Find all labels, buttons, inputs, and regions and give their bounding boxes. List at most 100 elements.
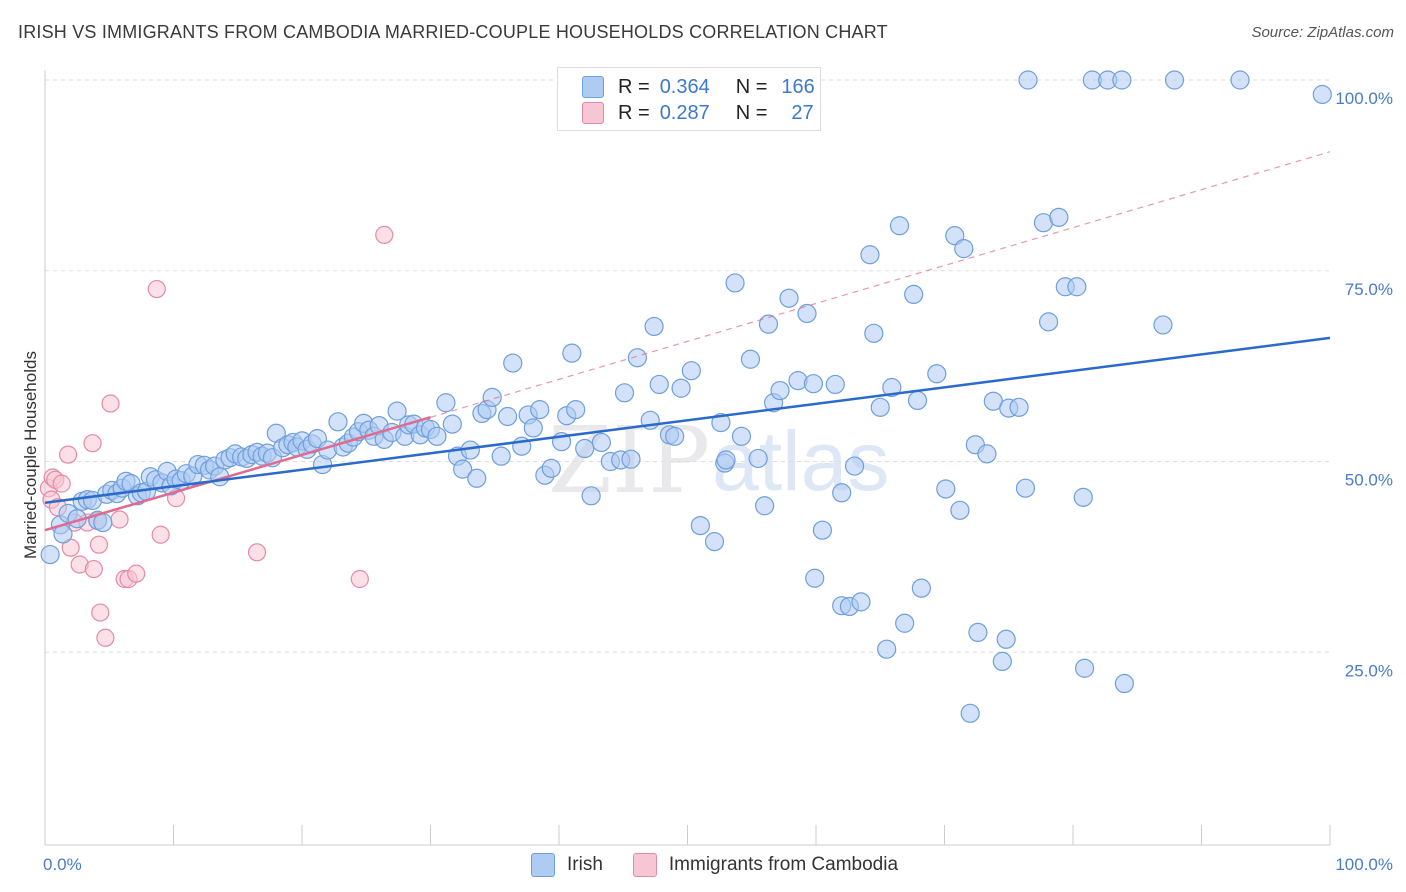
irish-point-111	[704, 532, 725, 552]
irish-point-122	[770, 380, 790, 401]
cambodia-point-18	[110, 510, 129, 529]
irish-point-141	[895, 613, 915, 633]
irish-point-137	[870, 397, 890, 417]
irish-point-102	[627, 348, 647, 368]
cambodia-point-15	[91, 603, 110, 622]
series-legend-label-cambodia: Immigrants from Cambodia	[668, 854, 899, 875]
cambodia-point-27	[375, 225, 394, 244]
irish-point-54	[328, 412, 348, 432]
cambodia-point-26	[350, 569, 369, 589]
series-legend: Irish Immigrants from Cambodia	[531, 853, 898, 877]
irish-point-160	[1018, 70, 1038, 90]
irish-point-100	[614, 383, 635, 403]
legend-row-irish: R = 0.364 N = 166	[582, 75, 815, 99]
irish-point-153	[977, 444, 997, 464]
irish-point-167	[1074, 658, 1095, 678]
irish-point-145	[927, 364, 947, 384]
legend-irish-r-label: R =	[618, 75, 650, 98]
irish-point-116	[731, 426, 752, 446]
irish-point-134	[851, 592, 871, 612]
irish-point-133	[844, 456, 865, 476]
irish-point-148	[950, 500, 970, 520]
y-tick-label-75: 75.0%	[1345, 280, 1393, 299]
irish-point-139	[882, 377, 902, 398]
irish-point-94	[566, 400, 586, 420]
correlation-legend: R = 0.364 N = 166 R = 0.287 N = 27	[557, 67, 821, 131]
trend-line-cambodia-extended	[430, 151, 1331, 418]
irish-point-125	[797, 303, 817, 324]
irish-point-140	[889, 216, 910, 236]
series-legend-swatch-cambodia	[632, 853, 657, 877]
irish-point-159	[1015, 478, 1036, 498]
series-legend-label-irish: Irish	[567, 854, 603, 875]
irish-point-143	[907, 390, 928, 411]
legend-irish-n-value: 166	[781, 75, 815, 98]
irish-point-174	[1230, 70, 1250, 90]
irish-point-105	[649, 374, 669, 395]
irish-point-65	[387, 401, 407, 421]
cambodia-point-22	[147, 279, 166, 299]
legend-cambodia-n-label: N =	[735, 101, 768, 124]
x-axis-ticks	[173, 825, 1331, 845]
irish-point-78	[467, 468, 487, 488]
trend-lines	[44, 151, 1331, 532]
legend-swatch-cambodia	[582, 102, 604, 124]
irish-point-76	[453, 459, 473, 479]
irish-point-152	[968, 622, 988, 643]
irish-point-0	[40, 544, 60, 565]
irish-point-107	[665, 426, 685, 446]
y-axis-title: Married-couple Households	[21, 351, 40, 559]
irish-point-130	[832, 483, 852, 503]
irish-point-104	[644, 316, 664, 337]
irish-point-136	[864, 323, 884, 343]
irish-point-162	[1038, 312, 1059, 332]
irish-point-87	[523, 418, 543, 438]
y-tick-label-100: 100.0%	[1335, 89, 1393, 108]
cambodia-point-12	[84, 559, 103, 579]
irish-point-171	[1114, 673, 1135, 694]
irish-point-172	[1153, 315, 1173, 335]
irish-point-156	[996, 629, 1016, 649]
y-tick-label-25: 25.0%	[1345, 661, 1393, 680]
cambodia-point-16	[96, 628, 115, 647]
source-credit: Source: ZipAtlas.com	[1251, 24, 1394, 41]
irish-point-142	[904, 284, 924, 305]
legend-cambodia-n-value: 27	[791, 101, 814, 124]
irish-point-72	[427, 426, 447, 446]
legend-cambodia-r-value: 0.287	[659, 101, 710, 124]
irish-point-117	[740, 349, 761, 369]
irish-point-144	[911, 578, 931, 598]
cambodia-point-14	[89, 535, 109, 554]
irish-point-114	[716, 450, 736, 470]
series-cambodia-points	[39, 225, 394, 647]
cambodia-point-17	[101, 394, 120, 413]
x-axis-tick-labels: 0.0% 100.0%	[43, 855, 1393, 874]
irish-point-170	[1112, 70, 1132, 90]
trend-line-irish	[44, 336, 1331, 504]
legend-cambodia-r-label: R =	[618, 101, 650, 124]
irish-point-93	[562, 343, 582, 363]
irish-point-83	[498, 406, 518, 427]
series-legend-swatch-irish	[531, 853, 555, 877]
irish-point-118	[748, 448, 768, 469]
irish-point-155	[992, 651, 1012, 672]
cambodia-point-25	[247, 543, 267, 562]
irish-point-166	[1073, 487, 1093, 507]
irish-point-108	[671, 378, 691, 398]
irish-point-127	[803, 374, 824, 394]
irish-point-150	[960, 703, 980, 723]
irish-point-138	[877, 639, 897, 659]
irish-point-149	[954, 239, 974, 259]
irish-point-173	[1164, 70, 1185, 90]
irish-point-90	[541, 458, 561, 478]
legend-row-cambodia: R = 0.287 N = 27	[582, 101, 814, 125]
irish-point-95	[575, 438, 595, 459]
irish-point-74	[442, 414, 462, 434]
irish-point-120	[758, 314, 779, 334]
irish-point-123	[779, 288, 799, 308]
irish-point-97	[591, 432, 612, 453]
irish-point-112	[711, 412, 731, 433]
cambodia-point-6	[59, 445, 78, 464]
cambodia-point-21	[127, 564, 146, 583]
irish-point-129	[825, 374, 845, 395]
